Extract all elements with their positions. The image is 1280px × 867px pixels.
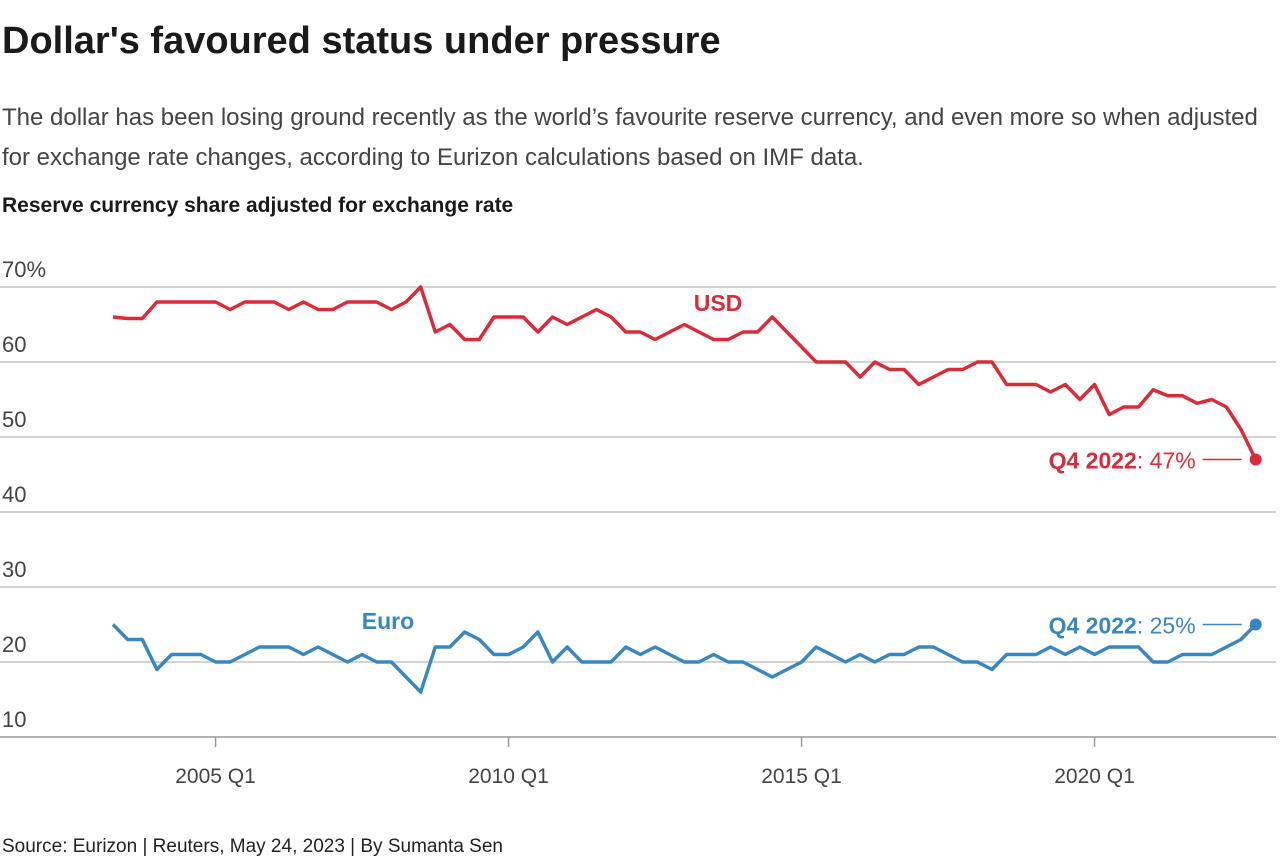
chart-title: Dollar's favoured status under pressure [2, 20, 721, 62]
series-name: USD [694, 290, 743, 316]
y-tick-label: 40 [2, 482, 26, 507]
y-tick-label: 60 [2, 332, 26, 357]
series-name: Euro [362, 608, 414, 634]
end-label-period: Q4 2022 [1049, 613, 1137, 639]
chart-subtitle: The dollar has been losing ground recent… [2, 104, 1258, 171]
y-tick-label: 20 [2, 632, 26, 657]
end-label: Q4 2022: 47% [1049, 448, 1196, 474]
series-line [111, 623, 1257, 694]
end-point [1249, 453, 1262, 466]
value-label: : 25% [1137, 613, 1196, 639]
y-tick-label: 30 [2, 557, 26, 582]
y-tick-label: 70% [2, 257, 46, 282]
y-tick-label: 10 [2, 707, 26, 732]
x-tick-label: 2005 Q1 [175, 765, 256, 788]
series-line [112, 285, 1258, 461]
end-label-period: Q4 2022 [1049, 448, 1137, 474]
source: Source: Eurizon | Reuters, May 24, 2023 … [2, 836, 503, 857]
value-label: : 47% [1137, 448, 1196, 474]
x-tick-label: 2020 Q1 [1054, 765, 1135, 788]
end-point [1249, 618, 1262, 631]
axis-label: Reserve currency share adjusted for exch… [2, 194, 514, 217]
x-tick-label: 2010 Q1 [468, 765, 549, 788]
y-tick-label: 50 [2, 407, 26, 432]
x-tick-label: 2015 Q1 [761, 765, 842, 788]
end-label: Q4 2022: 25% [1049, 613, 1196, 639]
